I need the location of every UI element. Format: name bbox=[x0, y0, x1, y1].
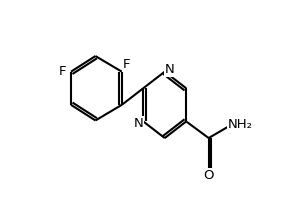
Text: NH₂: NH₂ bbox=[228, 118, 253, 131]
Text: F: F bbox=[123, 58, 130, 71]
Text: F: F bbox=[59, 65, 67, 78]
Text: N: N bbox=[133, 117, 143, 130]
Text: O: O bbox=[203, 169, 214, 182]
Text: N: N bbox=[165, 63, 175, 76]
